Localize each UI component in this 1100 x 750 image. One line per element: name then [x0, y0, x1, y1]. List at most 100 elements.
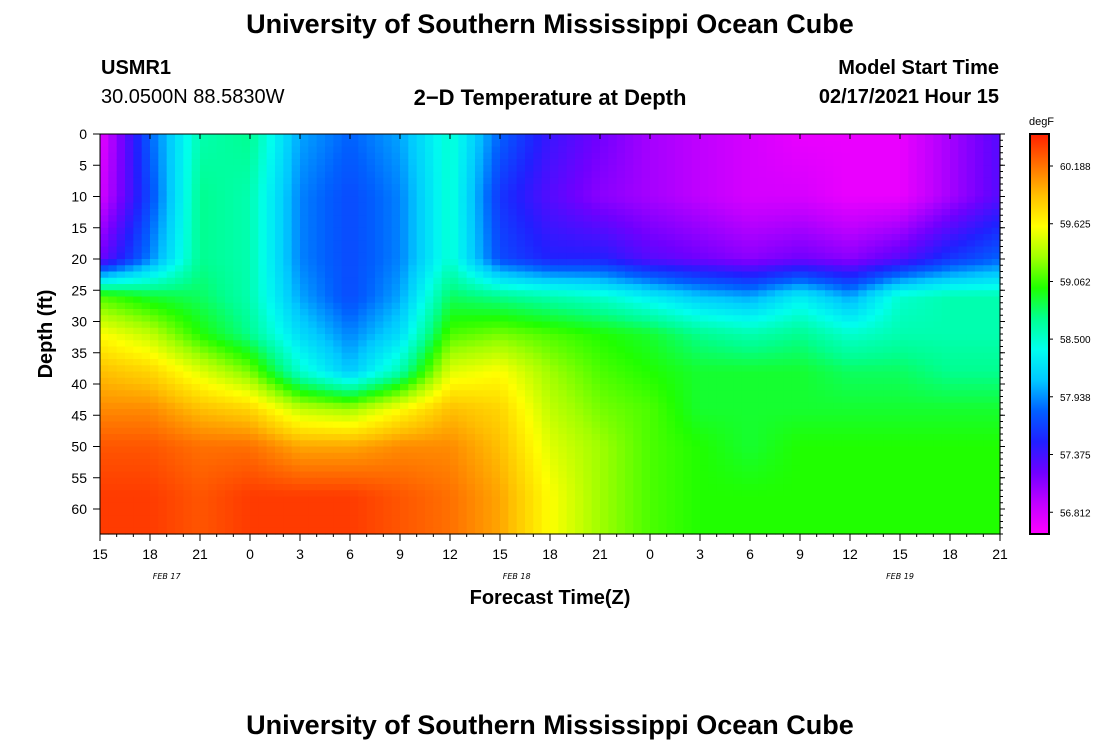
heatmap-cell [658, 284, 668, 291]
heatmap-cell [566, 477, 576, 485]
heatmap-cell [366, 484, 376, 491]
heatmap-cell [241, 265, 251, 273]
heatmap-cell [333, 171, 343, 179]
heatmap-cell [108, 452, 118, 460]
heatmap-cell [533, 384, 543, 391]
heatmap-cell [400, 415, 409, 423]
heatmap-cell [541, 440, 551, 448]
heatmap-cell [508, 509, 518, 516]
heatmap-cell [308, 209, 318, 216]
heatmap-cell [375, 321, 384, 329]
heatmap-cell [733, 152, 743, 160]
heatmap-cell [258, 309, 268, 316]
heatmap-cell [283, 252, 293, 260]
heatmap-cell [716, 209, 726, 216]
heatmap-cell [608, 352, 618, 360]
heatmap-cell [316, 409, 326, 416]
heatmap-cell [633, 477, 643, 485]
heatmap-cell [475, 190, 484, 198]
heatmap-cell [391, 415, 401, 423]
heatmap-cell [475, 402, 484, 410]
heatmap-cell [100, 427, 109, 435]
heatmap-cell [733, 496, 743, 504]
heatmap-cell [241, 471, 251, 479]
heatmap-cell [250, 465, 259, 473]
heatmap-cell [608, 509, 618, 516]
heatmap-cell [725, 515, 734, 523]
heatmap-cell [683, 477, 693, 485]
heatmap-cell [175, 152, 184, 160]
heatmap-cell [616, 321, 626, 329]
heatmap-cell [316, 252, 326, 260]
heatmap-cell [558, 321, 568, 329]
heatmap-cell [691, 140, 701, 148]
heatmap-cell [733, 215, 743, 223]
heatmap-cell [550, 265, 559, 273]
heatmap-cell [500, 452, 509, 460]
heatmap-cell [500, 515, 509, 523]
heatmap-cell [725, 502, 734, 510]
heatmap-cell [341, 259, 351, 266]
heatmap-cell [733, 452, 743, 460]
heatmap-cell [291, 471, 301, 479]
heatmap-cell [283, 396, 293, 404]
heatmap-cell [733, 246, 743, 254]
heatmap-cell [700, 290, 709, 298]
heatmap-cell [258, 440, 268, 448]
heatmap-cell [175, 215, 184, 223]
heatmap-cell [575, 302, 584, 310]
heatmap-cell [175, 390, 184, 398]
heatmap-cell [683, 409, 693, 416]
heatmap-cell [441, 434, 451, 441]
heatmap-cell [383, 465, 393, 473]
heatmap-cell [175, 284, 184, 291]
heatmap-cell [433, 234, 443, 241]
heatmap-cell [383, 134, 393, 141]
heatmap-cell [600, 396, 609, 404]
heatmap-cell [625, 496, 634, 504]
heatmap-cell [525, 327, 534, 335]
heatmap-cell [383, 527, 393, 535]
heatmap-cell [316, 246, 326, 254]
heatmap-cell [116, 209, 126, 216]
heatmap-cell [541, 340, 551, 348]
heatmap-cell [366, 277, 376, 285]
heatmap-cell [266, 259, 276, 266]
heatmap-cell [708, 265, 718, 273]
heatmap-cell [333, 296, 343, 304]
heatmap-cell [208, 452, 218, 460]
heatmap-cell [475, 415, 484, 423]
heatmap-cell [225, 340, 234, 348]
heatmap-cell [341, 440, 351, 448]
heatmap-cell [125, 302, 134, 310]
heatmap-cell [375, 484, 384, 491]
heatmap-cell [166, 196, 176, 204]
heatmap-cell [275, 265, 284, 273]
heatmap-cell [391, 190, 401, 198]
heatmap-cell [283, 340, 293, 348]
heatmap-cell [733, 421, 743, 429]
heatmap-cell [266, 152, 276, 160]
heatmap-cell [283, 352, 293, 360]
heatmap-cell [408, 171, 418, 179]
heatmap-cell [508, 321, 518, 329]
heatmap-cell [150, 446, 159, 454]
heatmap-cell [250, 302, 259, 310]
heatmap-cell [241, 146, 251, 154]
heatmap-cell [450, 265, 459, 273]
heatmap-cell [158, 359, 168, 366]
heatmap-cell [250, 390, 259, 398]
heatmap-cell [641, 252, 651, 260]
heatmap-cell [383, 177, 393, 185]
heatmap-cell [683, 171, 693, 179]
heatmap-cell [550, 365, 559, 373]
heatmap-cell [216, 134, 226, 141]
heatmap-cell [508, 190, 518, 198]
heatmap-cell [508, 152, 518, 160]
heatmap-cell [391, 509, 401, 516]
heatmap-cell [191, 440, 201, 448]
heatmap-cell [616, 477, 626, 485]
heatmap-cell [591, 134, 601, 141]
heatmap-cell [283, 527, 293, 535]
heatmap-cell [741, 515, 751, 523]
